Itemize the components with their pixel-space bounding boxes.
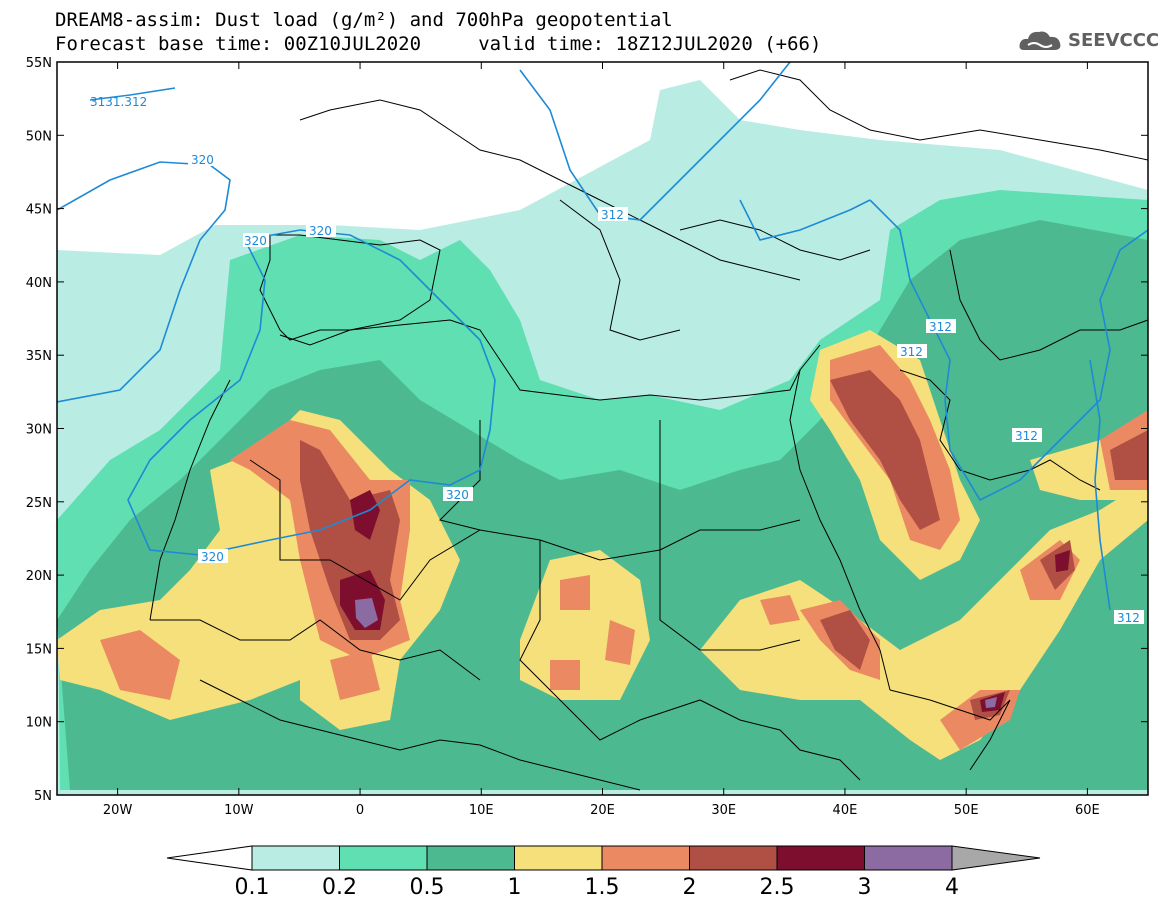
contour-labels: 3131.312 320 320 320 320 320 312 312 312… [90, 95, 1144, 625]
colorbar-high-arrow [951, 845, 1041, 871]
lon-label: 30E [711, 803, 736, 818]
forecast-time-line: Forecast base time: 00Z10JUL2020 valid t… [55, 33, 822, 55]
colorbar-label: 4 [945, 875, 959, 900]
colorbar-swatch [426, 845, 515, 871]
lat-label: 40N [26, 276, 52, 291]
contour-label: 312 [929, 320, 952, 334]
lat-label: 30N [26, 423, 52, 438]
map-title: DREAM8-assim: Dust load (g/m²) and 700hP… [55, 9, 673, 31]
latitude-axis: 5N 10N 15N 20N 25N 30N 35N 40N 45N 50N 55N [26, 56, 1148, 804]
colorbar-swatch [864, 845, 953, 871]
colorbar-label: 1 [508, 875, 522, 900]
lat-label: 45N [26, 203, 52, 218]
lon-label: 10E [469, 803, 494, 818]
contour-label: 312 [601, 208, 624, 222]
logo-text: SEEVCCC [1068, 30, 1160, 51]
contour-label: 320 [191, 153, 214, 167]
longitude-axis: 20W 10W 0 10E 20E 30E 40E 50E 60E [103, 62, 1100, 818]
contour-label: 320 [244, 234, 267, 248]
cloud-logo-icon [1019, 31, 1061, 50]
lon-label: 10W [224, 803, 254, 818]
contour-label: 312 [1015, 429, 1038, 443]
colorbar-swatch [514, 845, 603, 871]
lat-label: 5N [34, 789, 52, 804]
lat-label: 10N [26, 716, 52, 731]
colorbar: 0.1 0.2 0.5 1 1.5 2 2.5 3 4 [166, 845, 1041, 900]
contour-label: 3131.312 [90, 95, 147, 109]
contour-label: 320 [309, 224, 332, 238]
colorbar-label: 2.5 [760, 875, 795, 900]
contour-label: 320 [446, 488, 469, 502]
lat-label: 25N [26, 496, 52, 511]
lon-label: 0 [356, 803, 364, 818]
colorbar-label: 0.1 [235, 875, 270, 900]
contour-label: 312 [900, 345, 923, 359]
lon-label: 20W [103, 803, 133, 818]
colorbar-swatch [601, 845, 690, 871]
colorbar-label: 2 [683, 875, 697, 900]
colorbar-swatch [689, 845, 778, 871]
lat-label: 50N [26, 129, 52, 144]
colorbar-label: 0.2 [322, 875, 357, 900]
colorbar-swatch [776, 845, 865, 871]
colorbar-swatch [339, 845, 428, 871]
lon-label: 20E [590, 803, 615, 818]
colorbar-low-arrow [166, 845, 253, 871]
dust-field [57, 80, 1148, 795]
lat-label: 55N [26, 56, 52, 71]
geopotential-contours [57, 62, 1148, 611]
contour-label: 320 [201, 550, 224, 564]
lat-label: 35N [26, 349, 52, 364]
colorbar-label: 1.5 [585, 875, 620, 900]
lon-label: 50E [954, 803, 979, 818]
lat-label: 20N [26, 569, 52, 584]
contour-label: 312 [1117, 611, 1140, 625]
lon-label: 60E [1075, 803, 1100, 818]
colorbar-label: 3 [858, 875, 872, 900]
colorbar-label: 0.5 [410, 875, 445, 900]
lon-label: 40E [833, 803, 858, 818]
lat-label: 15N [26, 642, 52, 657]
colorbar-swatch [251, 845, 340, 871]
